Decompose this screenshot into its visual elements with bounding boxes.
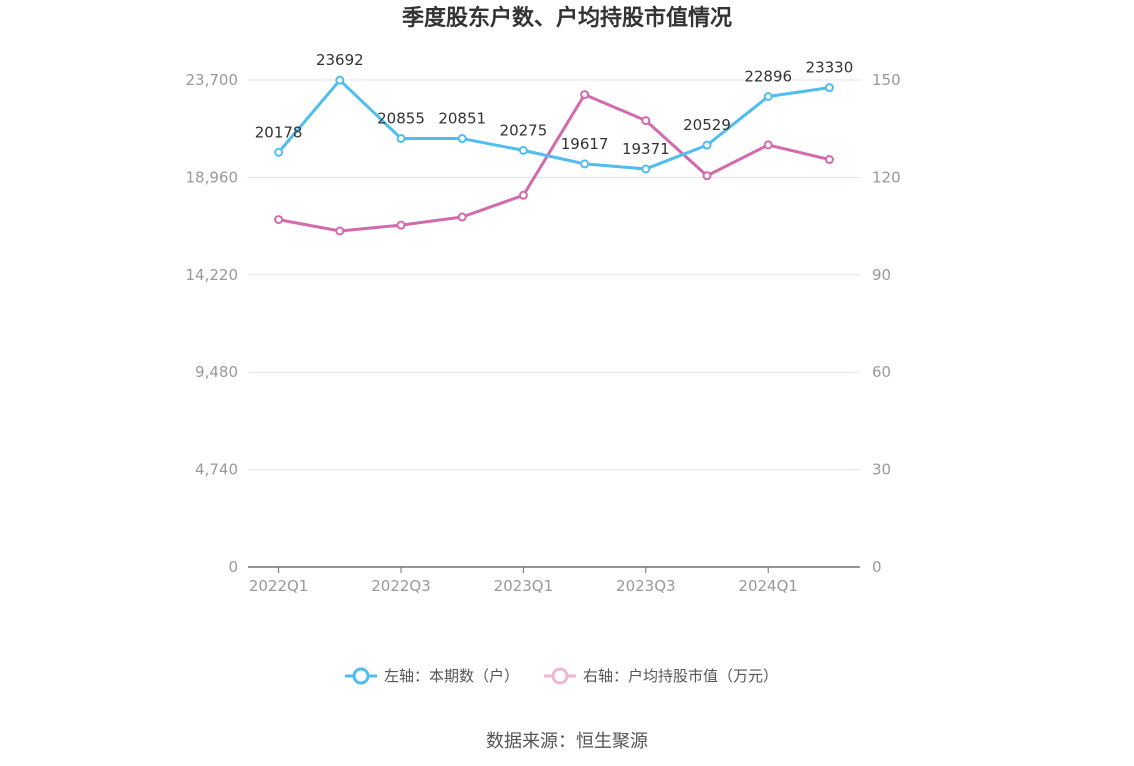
data-label: 19371 (622, 140, 670, 158)
x-tick-label: 2023Q3 (616, 577, 676, 595)
y-left-tick-label: 14,220 (186, 266, 239, 284)
legend-item-left-series[interactable]: 左轴：本期数（户） (345, 667, 519, 685)
series-lines (274, 75, 834, 236)
data-point-left (824, 83, 834, 93)
data-label: 20529 (683, 116, 731, 134)
data-label: 20178 (255, 123, 303, 141)
y-right-tick-label: 60 (872, 363, 891, 381)
data-point-left (702, 140, 712, 150)
data-point-left (518, 145, 528, 155)
y-right-tick-label: 150 (872, 71, 901, 89)
x-tick-label: 2024Q1 (738, 577, 798, 595)
x-tick-label: 2022Q3 (371, 577, 431, 595)
data-label: 22896 (744, 68, 792, 86)
source-note: 数据来源：恒生聚源 (486, 731, 648, 752)
data-point-left (763, 92, 773, 102)
data-label: 20275 (500, 121, 548, 139)
series-line-right (278, 93, 830, 233)
data-point-right (641, 116, 651, 126)
data-point-left (274, 147, 284, 157)
y-left-tick-label: 9,480 (195, 363, 238, 381)
data-point-right (580, 90, 590, 100)
data-label: 23330 (806, 59, 854, 77)
data-point-left (641, 164, 651, 174)
data-label: 20855 (377, 109, 425, 127)
data-point-right (335, 226, 345, 236)
y-left-tick-label: 18,960 (186, 168, 239, 186)
legend-right-marker-icon (551, 667, 569, 685)
chart-title: 季度股东户数、户均持股市值情况 (402, 5, 732, 31)
data-point-right (274, 215, 284, 225)
data-point-right (396, 220, 406, 230)
legend-left-marker-icon (352, 667, 370, 685)
data-label: 19617 (561, 135, 609, 153)
axes: 0 0 4,740 30 9,480 60 14,220 90 18,960 120 23,700 1… (186, 71, 901, 595)
x-tick-label: 2023Q1 (494, 577, 554, 595)
data-point-left (457, 134, 467, 144)
data-label: 23692 (316, 51, 364, 69)
legend[interactable]: 左轴：本期数（户） 右轴：户均持股市值（万元） (345, 667, 778, 685)
data-point-left (580, 159, 590, 169)
y-left-tick-label: 4,740 (195, 461, 238, 479)
grid-lines (248, 79, 860, 471)
data-point-left (396, 133, 406, 143)
data-point-right (824, 155, 834, 165)
x-tick-label: 2022Q1 (249, 577, 309, 595)
y-right-tick-label: 0 (872, 558, 882, 576)
legend-left-label: 左轴：本期数（户） (384, 667, 519, 685)
data-point-left (335, 75, 345, 85)
data-label: 20851 (438, 110, 486, 128)
data-labels: 20178 23692 20855 20851 20275 19617 19371 20529… (255, 51, 854, 158)
data-point-right (457, 212, 467, 222)
legend-right-label: 右轴：户均持股市值（万元） (583, 667, 778, 685)
data-point-right (763, 140, 773, 150)
y-right-tick-label: 120 (872, 168, 901, 186)
y-right-tick-label: 30 (872, 461, 891, 479)
legend-item-right-series[interactable]: 右轴：户均持股市值（万元） (544, 667, 778, 685)
y-right-tick-label: 90 (872, 266, 891, 284)
y-left-tick-label: 0 (228, 558, 238, 576)
data-point-right (702, 171, 712, 181)
y-left-tick-label: 23,700 (186, 71, 239, 89)
data-point-right (518, 190, 528, 200)
series-line-left (277, 78, 830, 171)
